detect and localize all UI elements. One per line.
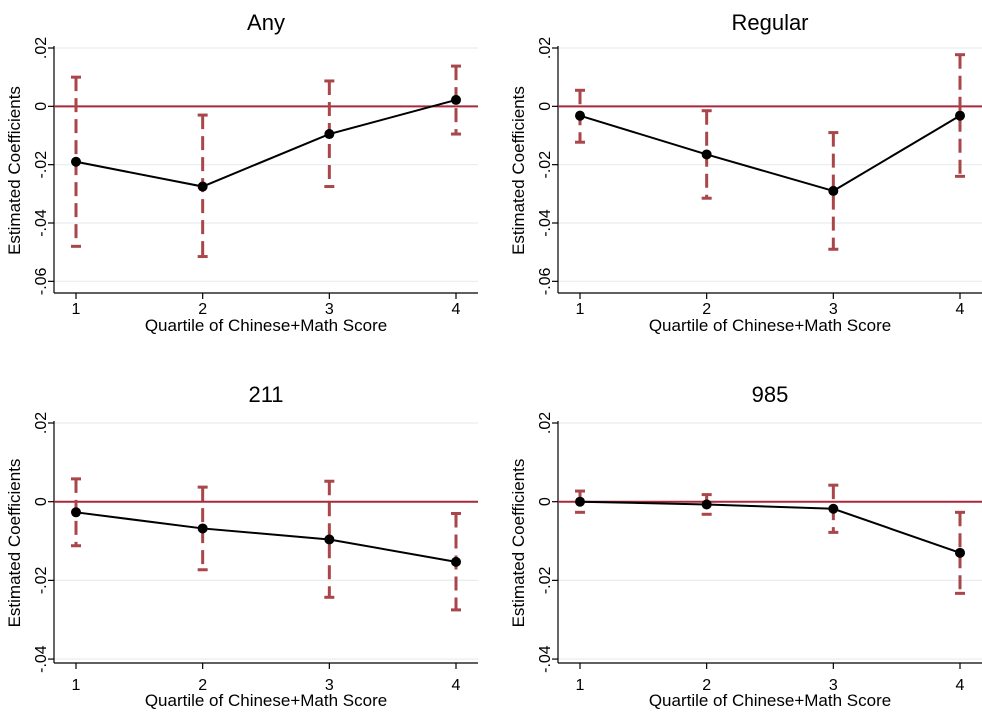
data-point (324, 534, 335, 545)
y-tick-label: 0 (33, 102, 50, 111)
x-tick-label: 3 (829, 677, 838, 694)
y-tick-label: -.06 (537, 267, 554, 295)
x-tick-label: 2 (702, 301, 711, 318)
data-point (575, 496, 585, 507)
y-tick-label: .02 (33, 37, 50, 59)
series-line (579, 114, 961, 192)
y-tick-label: .02 (537, 37, 554, 59)
series-line (75, 98, 457, 188)
data-point (828, 503, 839, 514)
data-point (955, 110, 965, 121)
data-point (575, 110, 585, 121)
data-point (71, 507, 81, 518)
y-tick-label: .02 (33, 412, 50, 434)
chart-panel-1: .02 0 -.02 -.04 -.06 1 2 3 4 Regular Quartile of C… (509, 10, 982, 335)
chart-panel-3: .02 0 -.02 -.04 1 2 3 4 985 Quartile of Chinese+M… (509, 382, 982, 710)
data-point (701, 149, 712, 160)
chart-title: 211 (248, 382, 283, 407)
x-axis-label: Quartile of Chinese+Math Score (649, 691, 891, 710)
chart-title: Any (247, 10, 285, 35)
y-tick-label: 0 (537, 102, 554, 111)
y-axis-label: Estimated Coefficients (509, 459, 528, 628)
x-tick-label: 2 (198, 677, 207, 694)
chart-panel-0: .02 0 -.02 -.04 -.06 1 2 3 4 Any Quartile of Chine… (5, 10, 478, 335)
data-point (828, 185, 839, 196)
y-axis-label: Estimated Coefficients (5, 86, 24, 255)
y-axis-label: Estimated Coefficients (5, 459, 24, 628)
data-point (324, 129, 335, 140)
chart-title: 985 (752, 382, 789, 407)
x-axis-label: Quartile of Chinese+Math Score (145, 691, 387, 710)
chart-panel-2: .02 0 -.02 -.04 1 2 3 4 211 Quartile of Chinese+M… (5, 382, 478, 710)
chart-title: Regular (731, 10, 808, 35)
y-tick-label: -.04 (33, 645, 50, 673)
data-point (451, 94, 461, 105)
x-axis-label: Quartile of Chinese+Math Score (649, 316, 891, 335)
x-tick-label: 4 (452, 301, 461, 318)
data-point (701, 499, 712, 510)
y-tick-label: -.04 (537, 209, 554, 237)
data-point (197, 181, 208, 192)
x-tick-label: 3 (325, 677, 334, 694)
data-point (955, 547, 965, 558)
y-tick-label: -.02 (33, 566, 50, 594)
x-tick-label: 3 (325, 301, 334, 318)
y-tick-label: -.02 (537, 151, 554, 179)
data-point (197, 523, 208, 534)
y-tick-label: 0 (33, 497, 50, 506)
x-tick-label: 4 (956, 301, 965, 318)
x-tick-label: 1 (72, 301, 81, 318)
y-tick-label: .02 (537, 412, 554, 434)
series-line (579, 500, 961, 554)
y-tick-label: -.04 (537, 645, 554, 673)
y-axis-label: Estimated Coefficients (509, 86, 528, 255)
x-tick-label: 2 (702, 677, 711, 694)
x-tick-label: 1 (72, 677, 81, 694)
x-tick-label: 4 (452, 677, 461, 694)
data-point (451, 556, 461, 567)
x-tick-label: 3 (829, 301, 838, 318)
x-tick-label: 1 (576, 677, 585, 694)
y-tick-label: -.06 (33, 267, 50, 295)
y-tick-label: -.04 (33, 209, 50, 237)
data-point (71, 156, 81, 167)
y-tick-label: 0 (537, 497, 554, 506)
x-axis-label: Quartile of Chinese+Math Score (145, 316, 387, 335)
series-line (75, 511, 457, 563)
y-tick-label: -.02 (33, 151, 50, 179)
y-tick-label: -.02 (537, 566, 554, 594)
x-tick-label: 2 (198, 301, 207, 318)
x-tick-label: 1 (576, 301, 585, 318)
x-tick-label: 4 (956, 677, 965, 694)
